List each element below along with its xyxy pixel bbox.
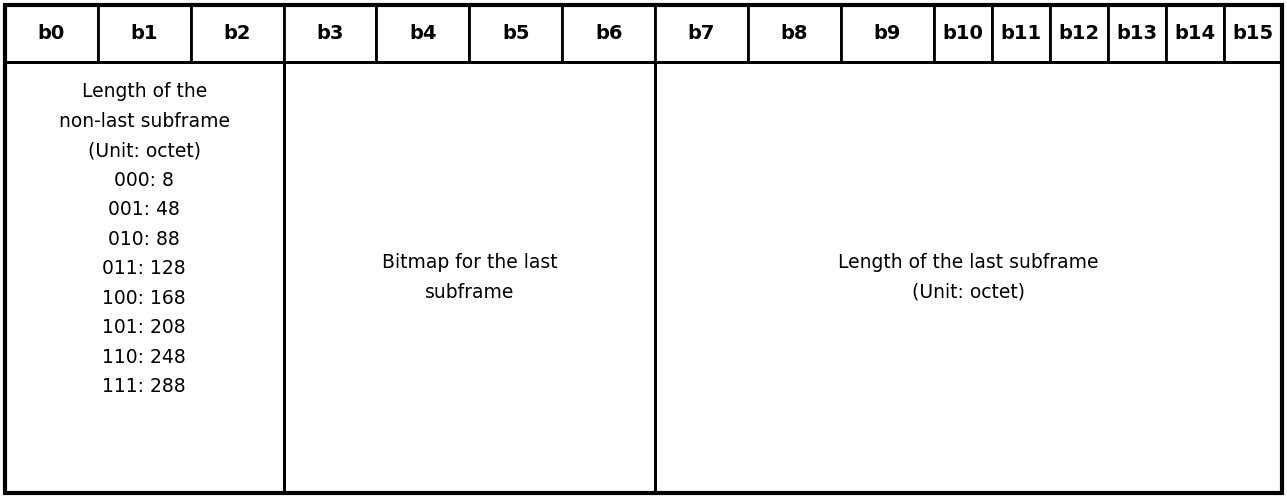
Text: b7: b7 <box>687 24 716 43</box>
Text: b12: b12 <box>1058 24 1099 43</box>
Text: b15: b15 <box>1233 24 1274 43</box>
Text: b13: b13 <box>1116 24 1157 43</box>
Bar <box>190 5 283 62</box>
Bar <box>470 5 562 62</box>
Bar <box>1224 5 1282 62</box>
Bar <box>283 5 377 62</box>
Text: b2: b2 <box>224 24 251 43</box>
Bar <box>748 5 840 62</box>
Text: b0: b0 <box>37 24 66 43</box>
Bar <box>562 5 655 62</box>
Text: b5: b5 <box>502 24 529 43</box>
Text: b8: b8 <box>781 24 808 43</box>
Bar <box>934 5 992 62</box>
Bar <box>840 5 934 62</box>
Text: b4: b4 <box>409 24 436 43</box>
Bar <box>1108 5 1166 62</box>
Bar <box>1166 5 1224 62</box>
Bar <box>98 5 190 62</box>
Bar <box>1050 5 1108 62</box>
Text: Bitmap for the last
subframe: Bitmap for the last subframe <box>381 253 557 302</box>
Bar <box>655 62 1282 493</box>
Text: b1: b1 <box>130 24 158 43</box>
Bar <box>655 5 748 62</box>
Text: b9: b9 <box>874 24 901 43</box>
Text: b3: b3 <box>317 24 344 43</box>
Bar <box>992 5 1050 62</box>
Bar <box>377 5 470 62</box>
Text: Length of the last subframe
(Unit: octet): Length of the last subframe (Unit: octet… <box>838 253 1099 302</box>
Text: b11: b11 <box>1000 24 1041 43</box>
Text: b10: b10 <box>942 24 983 43</box>
Bar <box>5 5 98 62</box>
Bar <box>283 62 655 493</box>
Text: b14: b14 <box>1174 24 1215 43</box>
Bar <box>5 62 283 493</box>
Text: Length of the
non-last subframe
(Unit: octet)
000: 8
001: 48
010: 88
011: 128
10: Length of the non-last subframe (Unit: o… <box>59 82 230 396</box>
Text: b6: b6 <box>595 24 623 43</box>
